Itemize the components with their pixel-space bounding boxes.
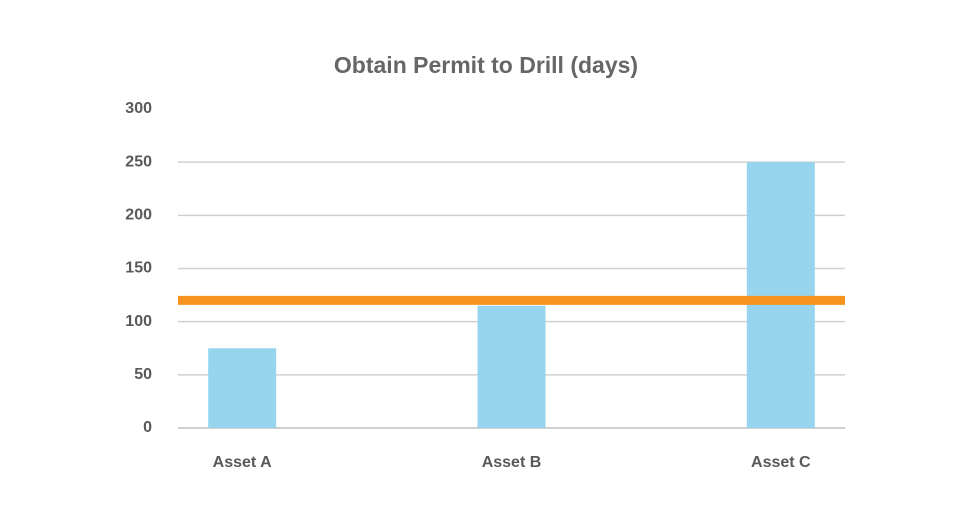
y-tick-label: 250 <box>125 153 152 170</box>
y-tick-label: 200 <box>125 207 152 224</box>
y-tick-label: 150 <box>125 260 152 277</box>
x-tick-label: Asset A <box>213 454 272 471</box>
bar <box>208 348 277 428</box>
y-tick-label: 50 <box>134 366 152 383</box>
x-tick-label: Asset C <box>751 454 811 471</box>
y-tick-label: 100 <box>125 313 152 330</box>
y-tick-label: 300 <box>125 100 152 117</box>
y-tick-label: 0 <box>143 419 152 436</box>
chart-title: Obtain Permit to Drill (days) <box>334 52 638 78</box>
bar <box>746 162 815 428</box>
x-tick-label: Asset B <box>482 454 542 471</box>
bar <box>477 305 546 428</box>
